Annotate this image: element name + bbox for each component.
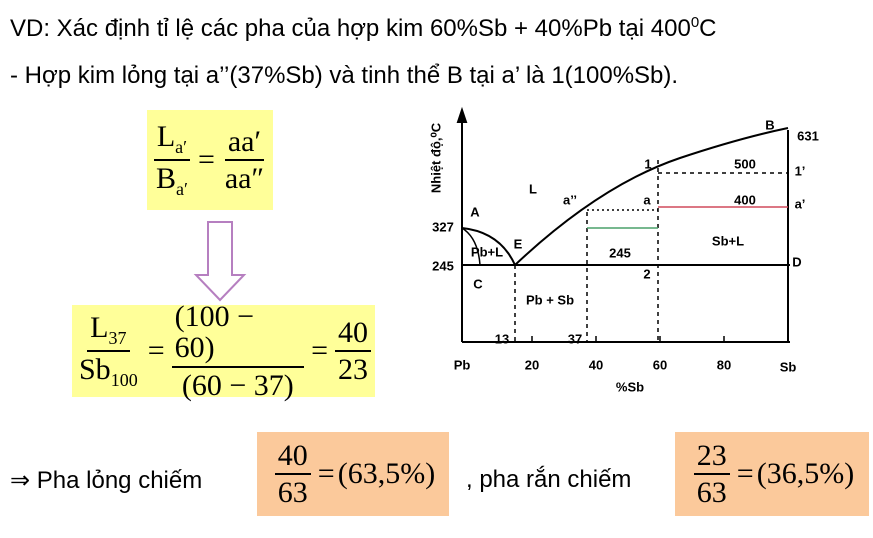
subscript: a′ [176,179,188,199]
point-label: A [470,204,480,219]
heading-line1: VD: Xác định tỉ lệ các pha của hợp kim 6… [10,14,717,43]
subscript: 100 [110,370,138,390]
down-arrow [193,221,247,302]
text: VD: Xác định tỉ lệ các pha của hợp kim 6… [10,15,691,42]
temp-label: 400 [734,192,756,207]
temp-label: 327 [432,219,454,234]
subscript: a′ [175,137,188,158]
denominator: 23 [338,353,368,386]
point-label: a’’ [563,192,577,207]
equals: = [736,457,754,490]
denominator: (60 − 37) [181,368,294,402]
equals: = [197,143,215,176]
x-tick-label: 80 [717,357,731,372]
fraction: La′ Ba′ [153,121,191,199]
x-tick-label: 20 [525,357,539,372]
equals: = [311,334,328,367]
numerator: La′ [153,120,191,161]
x-tick-label: 60 [653,357,667,372]
temp-label: 245 [432,258,454,273]
point-label: E [514,236,523,251]
x-ticks [531,336,725,342]
subscript: 37 [108,328,127,349]
composition-label: 13 [495,331,509,346]
point-label: 2 [643,266,650,281]
numerator: 40 [335,316,371,352]
y-axis-title: Nhiệt độ,⁰C [428,122,443,193]
result-prefix: ⇒ Pha lỏng chiếm [10,467,203,494]
temp-label: 631 [797,128,819,143]
liquid-box: 40 63 = (63,5%) [257,432,449,516]
numerator: 40 [274,439,311,475]
fraction: 40 63 [274,439,311,509]
point-label: B [765,117,774,132]
region-label: Pb + Sb [526,292,574,307]
equals: = [317,457,335,490]
text: C [699,15,717,42]
percentage: (63,5%) [337,457,436,490]
text: Sb [79,353,111,386]
heading-line2: - Hợp kim lỏng tại a’’(37%Sb) và tinh th… [10,62,679,89]
liquidus-left [461,227,516,266]
point-label: C [473,276,483,291]
dashed-lines [514,160,788,342]
fraction: L37 Sb100 [76,312,141,390]
region-label: L [529,181,537,196]
point-label: 1 [644,156,651,171]
solidus-left [461,227,481,266]
region-label: Pb+L [471,244,503,259]
x-tick-label: 40 [589,357,603,372]
point-label: a’ [795,196,806,211]
liquidus-right [514,127,789,266]
phase-diagram [456,106,790,343]
numerator: aa′ [224,125,265,161]
numerator: (100 − 60) [171,301,305,368]
denominator: 63 [277,476,308,509]
denominator: 63 [696,476,727,509]
fraction: aa′ aa″ [222,125,267,195]
x-tick-label: Sb [780,359,797,374]
denominator: Sb100 [76,352,141,390]
percentage: (36,5%) [756,457,855,490]
temp-label: 245 [609,245,631,260]
text: L [90,311,109,345]
x-axis-title: %Sb [616,379,644,394]
solid-box: 23 63 = (36,5%) [675,432,869,516]
point-label: D [792,254,801,269]
region-label: Sb+L [712,233,744,248]
numerator: 23 [693,439,730,475]
equals: = [147,334,165,367]
fraction: (100 − 60) (60 − 37) [171,301,305,402]
axis-arrow [456,106,468,123]
result-middle: , pha rắn chiếm [466,466,632,493]
denominator: aa″ [224,162,264,195]
numerator: L37 [87,311,130,352]
diagram-layer: Nhiệt độ,⁰C %Sb Pb 20 40 60 80 Sb B 631 … [193,106,819,394]
superscript: 0 [690,14,700,31]
point-label: 1’ [795,163,806,178]
composition-label: 37 [568,331,582,346]
lever-rule-box: La′ Ba′ = aa′ aa″ [147,110,273,210]
point-label: a [643,192,651,207]
temp-label: 500 [734,156,756,171]
denominator: Ba′ [153,161,191,199]
calculation-box: L37 Sb100 = (100 − 60) (60 − 37) = 40 23 [72,301,375,401]
fraction: 40 23 [335,316,371,386]
fraction: 23 63 [693,439,730,509]
text: B [155,162,176,195]
text: L [156,120,176,154]
x-tick-label: Pb [454,357,471,372]
